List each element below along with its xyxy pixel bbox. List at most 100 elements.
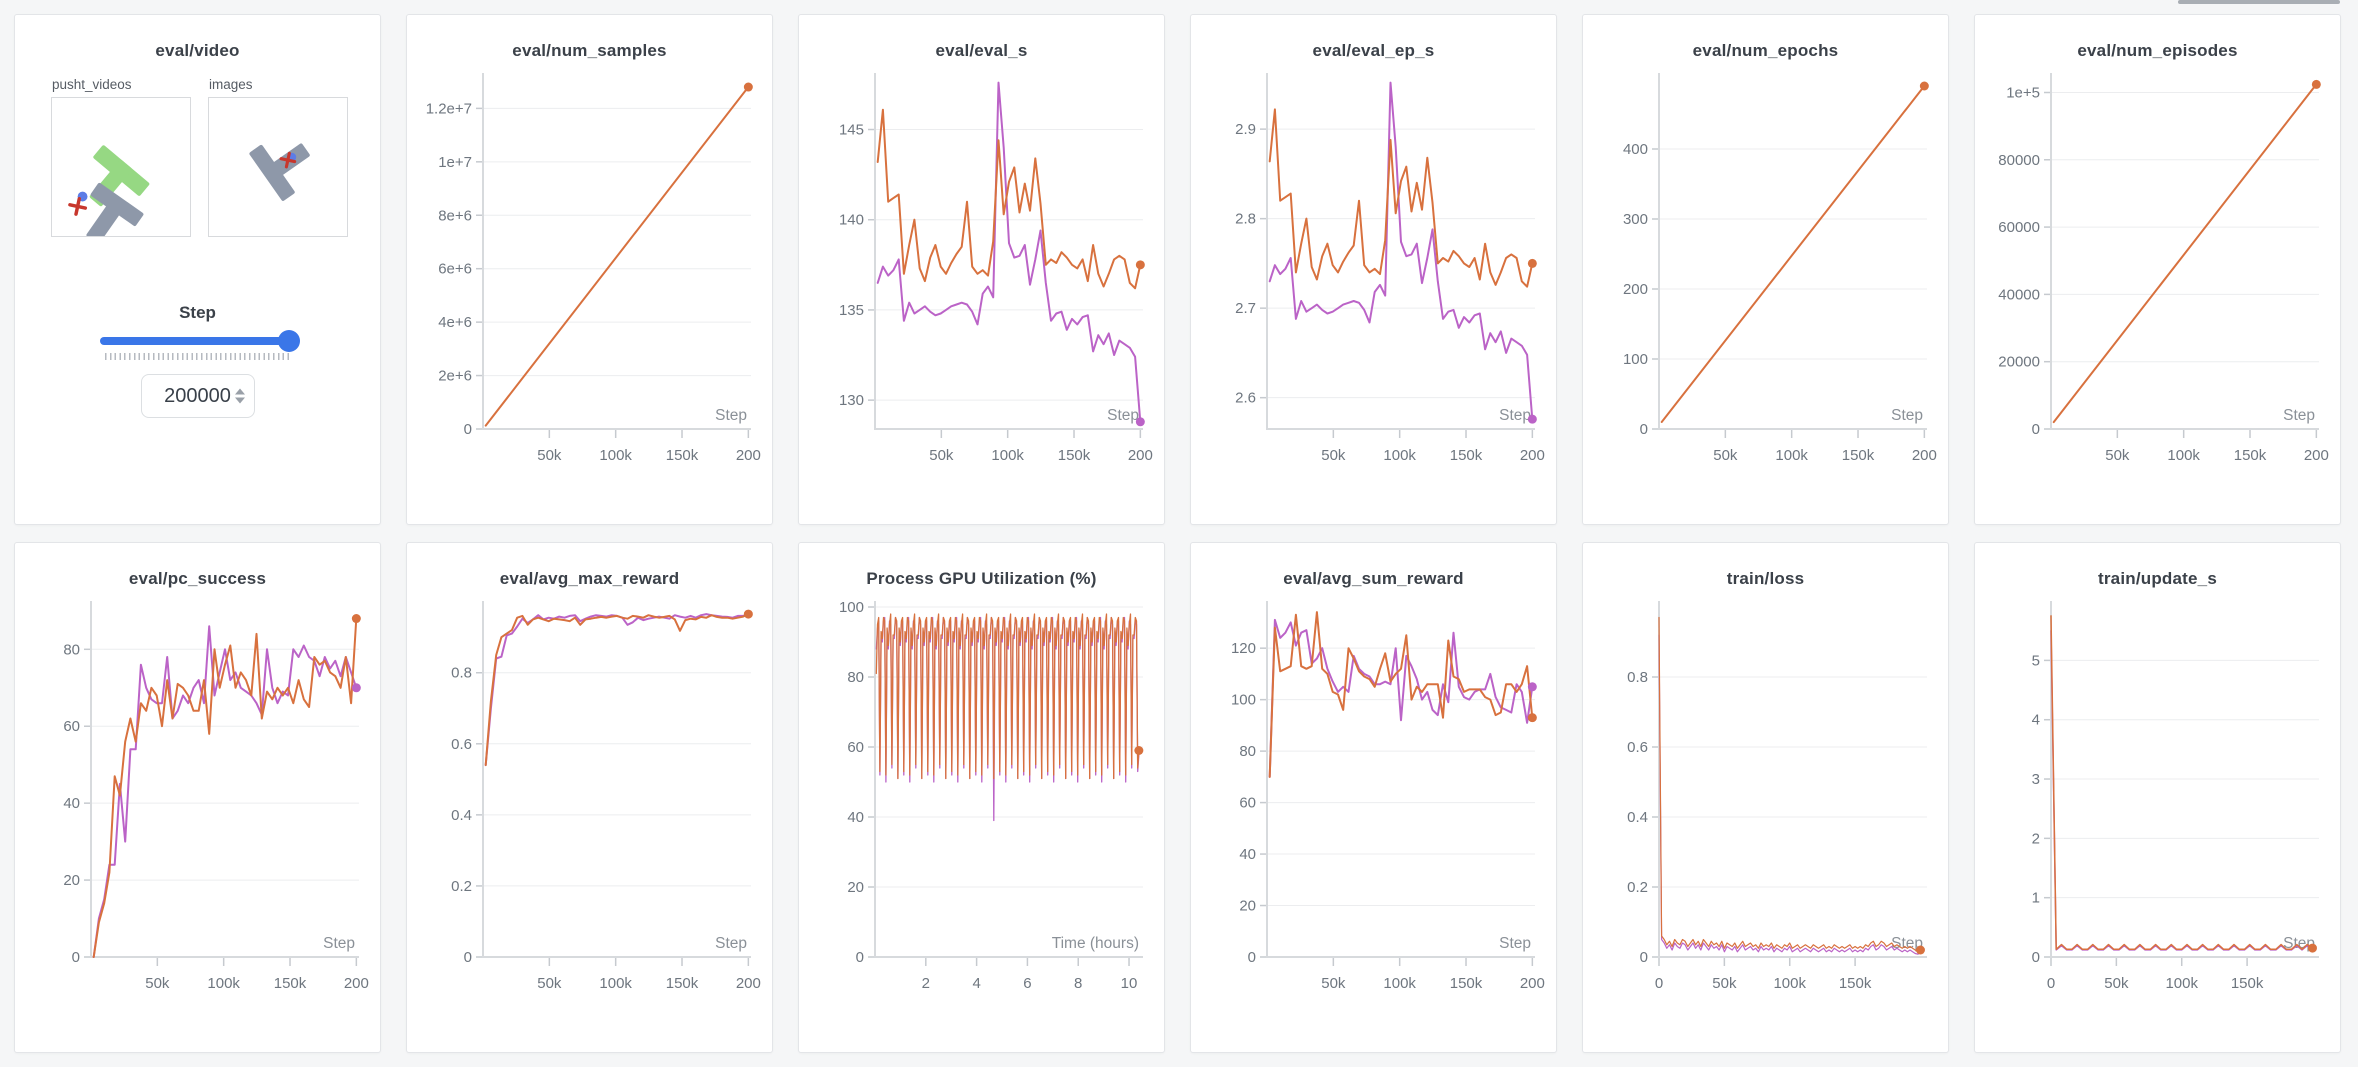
panel-title: Process GPU Utilization (%) (866, 569, 1097, 588)
y-tick-label: 6e+6 (438, 261, 472, 278)
x-tick-label: 200 (344, 975, 369, 992)
step-value-input[interactable]: 200000 (140, 374, 255, 418)
series-line (1268, 108, 1534, 288)
x-tick-label: 50k (929, 447, 954, 464)
series-line (1268, 611, 1534, 778)
slider-thumb[interactable] (277, 330, 300, 352)
x-axis-title: Step (2283, 935, 2315, 952)
y-tick-label: 0 (1640, 421, 1648, 438)
panel-eval-eval-s: eval/eval_s 130 135 140 145 50k 100k 150k 200 St… (798, 14, 1165, 525)
media-thumbnails: pusht_videos (51, 77, 380, 244)
y-tick-label: 8e+6 (438, 207, 472, 224)
panel-eval-eval-ep-s: eval/eval_ep_s 2.6 2.7 2.8 2.9 50k 100k 150k 20… (1190, 14, 1557, 525)
x-tick-label: 100k (2165, 975, 2198, 992)
x-tick-label: 0 (2047, 975, 2055, 992)
line-chart[interactable]: 0 20 40 60 80 100 120 50k 100k 150k 200 Step (1201, 597, 1546, 1025)
series-line (876, 108, 1142, 290)
step-up-icon[interactable] (234, 388, 245, 395)
series-line (1658, 616, 1922, 953)
x-tick-label: 150k (1842, 447, 1875, 464)
line-chart[interactable]: 0 1 2 3 4 5 0 50k 100k 150k Step (1985, 597, 2330, 1025)
y-tick-label: 80 (63, 641, 80, 658)
x-tick-label: 150k (1839, 975, 1872, 992)
y-tick-label: 20 (847, 879, 864, 896)
step-slider-label: Step (179, 303, 216, 322)
x-tick-label: 100k (1775, 447, 1808, 464)
images-thumbnail[interactable] (208, 97, 348, 237)
line-chart[interactable]: 0 2e+6 4e+6 6e+6 8e+6 1e+7 1.2e+7 50k 100k 150k 20… (417, 69, 762, 497)
x-tick-label: 150k (1450, 975, 1483, 992)
series-end-dot (1135, 417, 1145, 427)
y-tick-label: 0.2 (1627, 879, 1648, 896)
pusht-video-thumbnail[interactable] (51, 97, 191, 244)
panel-title: train/loss (1726, 569, 1805, 588)
x-tick-label: 100k (207, 975, 240, 992)
panel-title: eval/avg_max_reward (499, 569, 680, 588)
y-tick-label: 140 (839, 212, 864, 229)
y-tick-label: 0 (2032, 421, 2040, 438)
line-chart[interactable]: 2.6 2.7 2.8 2.9 50k 100k 150k 200 Step (1201, 69, 1546, 497)
series-line (875, 613, 1140, 780)
line-chart[interactable]: 130 135 140 145 50k 100k 150k 200 Step (809, 69, 1154, 497)
y-tick-label: 20000 (1998, 354, 2040, 371)
y-tick-label: 145 (839, 122, 864, 139)
x-tick-label: 100k (2167, 447, 2200, 464)
y-tick-label: 40 (847, 809, 864, 826)
x-axis-title: Step (715, 935, 747, 952)
line-chart[interactable]: 0 20000 40000 60000 80000 1e+5 50k 100k 150k 200 S… (1985, 69, 2330, 497)
series-end-dot (1527, 713, 1537, 723)
series-end-dot (1527, 258, 1537, 268)
step-value[interactable]: 200000 (164, 384, 231, 407)
y-tick-label: 0 (856, 949, 864, 966)
x-tick-label: 200 (736, 447, 761, 464)
line-chart[interactable]: 0 0.2 0.4 0.6 0.8 50k 100k 150k 200 Step (417, 597, 762, 1025)
y-tick-label: 0 (2032, 949, 2040, 966)
stepper-icons[interactable] (234, 388, 245, 404)
x-tick-label: 200 (1128, 447, 1153, 464)
panel-eval-avg-max-reward: eval/avg_max_reward 0 0.2 0.4 0.6 0.8 50k 100k… (406, 542, 773, 1053)
slider-track[interactable] (99, 337, 296, 345)
x-tick-label: 100k (991, 447, 1024, 464)
panel-title: eval/eval_ep_s (1312, 41, 1435, 60)
y-tick-label: 130 (839, 392, 864, 409)
y-tick-label: 0 (1248, 949, 1256, 966)
line-chart[interactable]: 0 0.2 0.4 0.6 0.8 0 50k 100k 150k Step (1593, 597, 1938, 1025)
media-item-images: images (208, 77, 348, 237)
x-tick-label: 150k (2231, 975, 2264, 992)
series-end-dot (1135, 260, 1145, 270)
line-chart[interactable]: 0 20 40 60 80 50k 100k 150k 200 Step (25, 597, 370, 1025)
x-tick-label: 100k (599, 447, 632, 464)
y-tick-label: 200 (1623, 281, 1648, 298)
y-tick-label: 2.6 (1235, 390, 1256, 407)
y-tick-label: 0 (1640, 949, 1648, 966)
y-tick-label: 4e+6 (438, 314, 472, 331)
series-line (1268, 81, 1534, 421)
x-tick-label: 2 (922, 975, 930, 992)
y-tick-label: 0.6 (451, 736, 472, 753)
panel-title: eval/pc_success (128, 569, 267, 588)
series-end-dot (1915, 945, 1925, 955)
step-down-icon[interactable] (234, 397, 245, 404)
series-end-dot (2307, 943, 2317, 953)
x-tick-label: 150k (666, 447, 699, 464)
media-item-pusht-videos: pusht_videos (51, 77, 191, 244)
x-tick-label: 50k (145, 975, 170, 992)
line-chart[interactable]: 0 20 40 60 80 100 2 4 6 8 10 Time (hours) (809, 597, 1154, 1025)
step-slider[interactable] (99, 330, 300, 352)
y-tick-label: 2.7 (1235, 300, 1256, 317)
scrollbar-thumb[interactable] (2178, 0, 2340, 4)
x-axis-title: Time (hours) (1052, 935, 1139, 952)
y-tick-label: 0.8 (1627, 669, 1648, 686)
x-tick-label: 50k (1713, 447, 1738, 464)
x-tick-label: 50k (1712, 975, 1737, 992)
y-tick-label: 2.9 (1235, 121, 1256, 138)
y-tick-label: 1e+7 (438, 154, 472, 171)
y-tick-label: 2.8 (1235, 211, 1256, 228)
x-tick-label: 4 (972, 975, 980, 992)
series-end-dot (1527, 682, 1537, 692)
y-tick-label: 100 (1231, 692, 1256, 709)
x-axis-title: Step (715, 407, 747, 424)
y-tick-label: 0 (464, 949, 472, 966)
panel-title: eval/video (155, 41, 240, 60)
line-chart[interactable]: 0 100 200 300 400 50k 100k 150k 200 Step (1593, 69, 1938, 497)
